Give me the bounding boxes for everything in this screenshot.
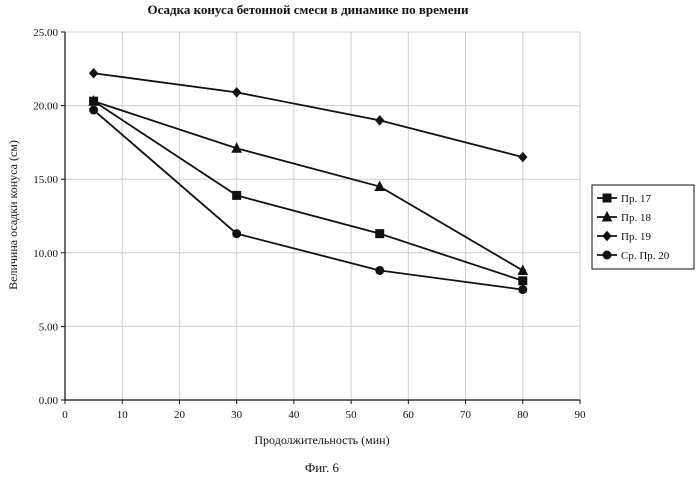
series-layer — [89, 69, 527, 294]
data-point-circle — [233, 230, 241, 238]
legend: Пр. 17 Пр. 18 Пр. 19 Ср. Пр. 20 — [592, 185, 694, 269]
data-point-circle — [376, 266, 384, 274]
series-line — [94, 101, 523, 270]
x-tick-label: 50 — [346, 409, 358, 421]
y-axis-title: Величина осадки конуса (см) — [6, 140, 20, 290]
legend-label: Ср. Пр. 20 — [621, 250, 670, 262]
series-3 — [90, 69, 527, 162]
y-tick-label: 0.00 — [39, 395, 59, 407]
x-tick-label: 0 — [62, 409, 68, 421]
series-2 — [89, 96, 527, 274]
legend-label: Пр. 19 — [621, 231, 651, 243]
data-point-square — [519, 277, 527, 285]
legend-marker-circle — [603, 251, 611, 259]
series-line — [94, 101, 523, 281]
data-point-square — [233, 191, 241, 199]
axes-layer: 0 10 20 30 40 50 60 70 80 90 0.00 5.00 10.00 15.00 20.… — [33, 27, 586, 421]
x-axis-title: Продолжительность (мин) — [254, 433, 389, 447]
x-tick-label: 90 — [575, 409, 587, 421]
grid-layer — [65, 32, 580, 400]
data-point-diamond — [90, 69, 98, 78]
data-point-triangle — [518, 265, 527, 274]
series-4 — [90, 106, 527, 294]
data-point-circle — [519, 286, 527, 294]
y-tick-label: 15.00 — [33, 174, 58, 186]
chart-title: Осадка конуса бетонной смеси в динамике … — [147, 2, 469, 17]
legend-label: Пр. 17 — [621, 193, 651, 205]
x-tick-label: 40 — [288, 409, 300, 421]
figure-caption: Фиг. 6 — [305, 460, 340, 475]
data-point-diamond — [519, 153, 527, 162]
y-tick-label: 25.00 — [33, 27, 58, 39]
x-tick-label: 60 — [403, 409, 415, 421]
x-tick-label: 70 — [460, 409, 472, 421]
data-point-diamond — [233, 88, 241, 97]
y-tick-label: 20.00 — [33, 101, 58, 113]
legend-marker-square — [603, 194, 611, 202]
data-point-square — [376, 230, 384, 238]
y-tick-label: 5.00 — [39, 321, 59, 333]
series-1 — [90, 97, 527, 285]
data-point-circle — [90, 106, 98, 114]
series-line — [94, 110, 523, 290]
x-tick-label: 30 — [231, 409, 243, 421]
y-tick-label: 10.00 — [33, 248, 58, 260]
legend-label: Пр. 18 — [621, 212, 651, 224]
x-tick-label: 20 — [174, 409, 186, 421]
x-tick-label: 10 — [117, 409, 129, 421]
data-point-diamond — [376, 116, 384, 125]
x-tick-label: 80 — [517, 409, 529, 421]
